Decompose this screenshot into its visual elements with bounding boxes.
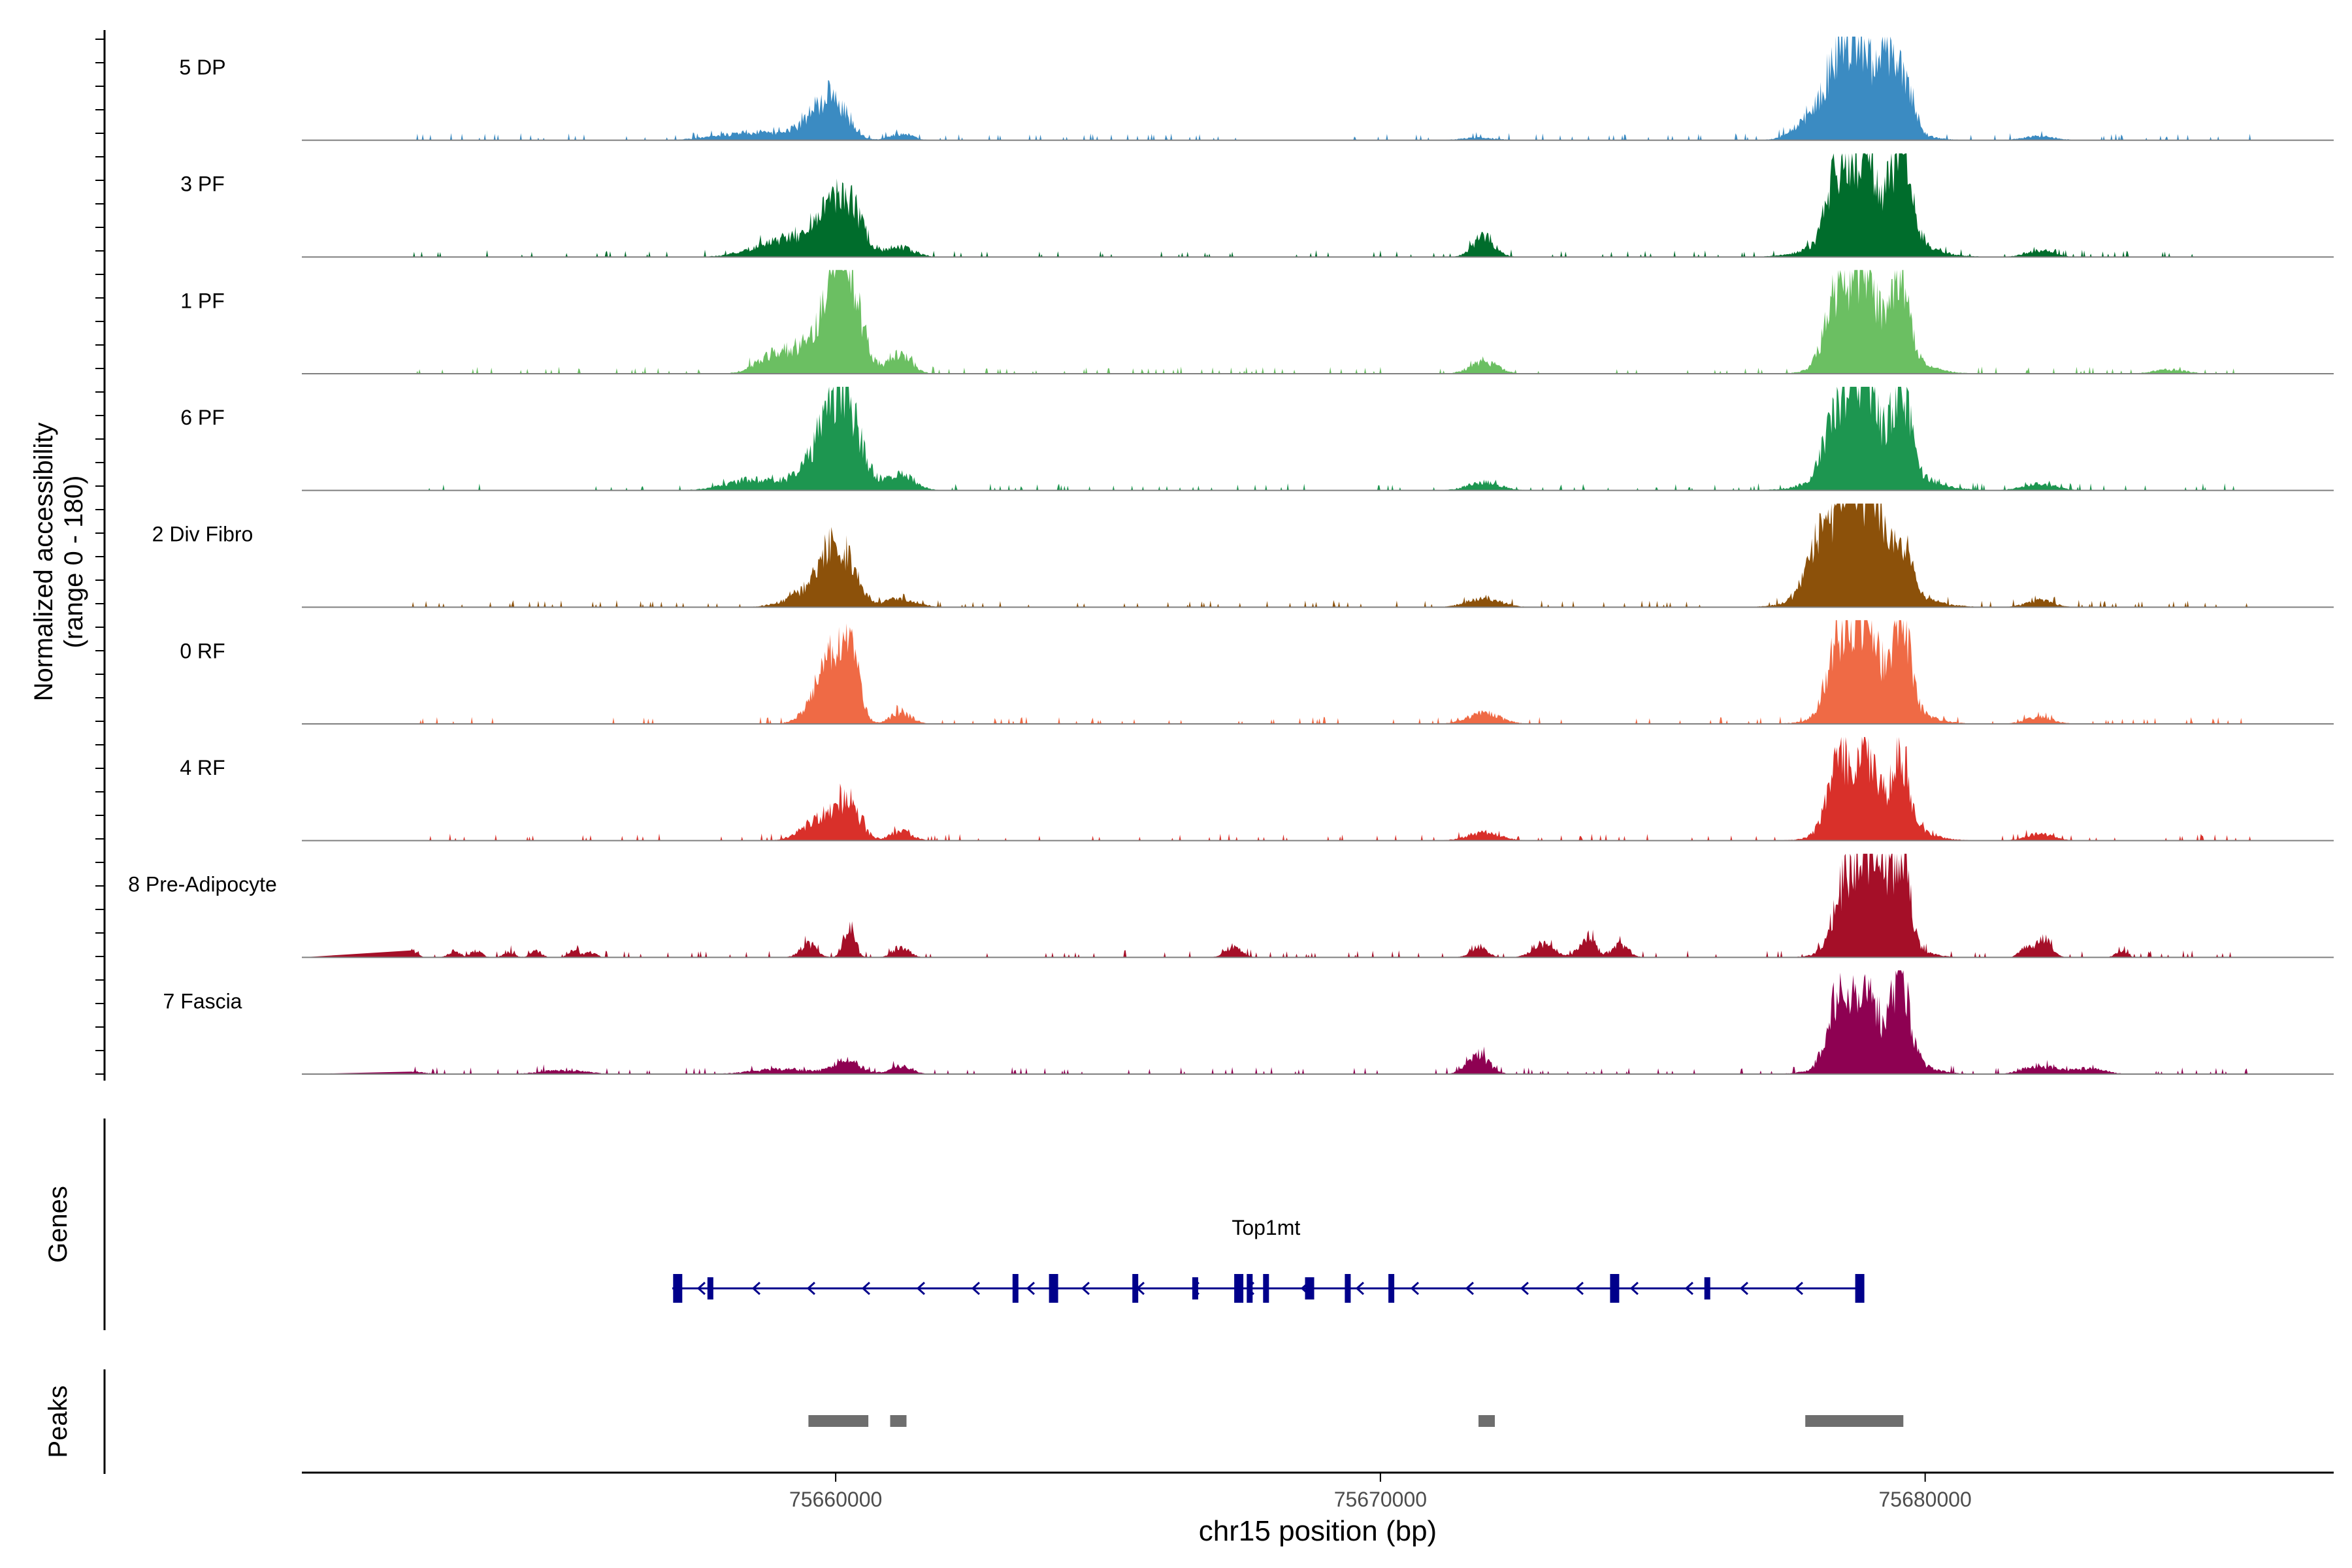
exon xyxy=(1610,1274,1620,1303)
track-label: 6 PF xyxy=(180,406,225,429)
exon xyxy=(1855,1274,1865,1303)
coverage-area xyxy=(302,153,2252,257)
strand-arrow xyxy=(1465,1281,1474,1296)
exon xyxy=(1192,1277,1198,1299)
coverage-area xyxy=(302,620,2252,724)
peaks-track-label: Peaks xyxy=(44,1385,73,1458)
peak-region xyxy=(1805,1415,1904,1427)
strand-arrow xyxy=(916,1281,925,1296)
exon xyxy=(1263,1274,1269,1303)
strand-arrow xyxy=(1410,1281,1419,1296)
x-axis-title: chr15 position (bp) xyxy=(1199,1515,1437,1547)
track-3-pf: 3 PF xyxy=(180,153,2334,258)
track-2-div-fibro: 2 Div Fibro xyxy=(152,503,2334,608)
coverage-area xyxy=(302,387,2252,491)
exon xyxy=(1305,1277,1315,1299)
strand-arrow xyxy=(1684,1281,1693,1296)
exon xyxy=(707,1277,713,1299)
track-4-rf: 4 RF xyxy=(180,737,2334,841)
track-label: 4 RF xyxy=(180,756,225,779)
track-1-pf: 1 PF xyxy=(180,270,2334,374)
track-0-rf: 0 RF xyxy=(180,620,2334,725)
exon xyxy=(1049,1274,1058,1303)
x-tick-label: 75670000 xyxy=(1334,1488,1427,1511)
strand-arrow xyxy=(806,1281,815,1296)
exon xyxy=(1388,1274,1395,1303)
y-axis-title: Normalized accessibility (range 0 - 180) xyxy=(29,423,88,702)
coverage-y-ticks xyxy=(95,39,105,1075)
strand-arrow xyxy=(1794,1281,1803,1296)
y-axis-title-line1: Normalized accessibility xyxy=(29,423,58,702)
track-label: 1 PF xyxy=(180,289,225,312)
genes-track-label: Genes xyxy=(44,1186,73,1263)
track-8-pre-adipocyte: 8 Pre-Adipocyte xyxy=(128,853,2334,958)
coverage-area xyxy=(302,503,2252,608)
track-6-pf: 6 PF xyxy=(180,387,2334,491)
track-label: 8 Pre-Adipocyte xyxy=(128,873,277,896)
y-axis-title-line2: (range 0 - 180) xyxy=(59,476,88,649)
coverage-area xyxy=(302,737,2252,841)
strand-arrow xyxy=(1081,1281,1090,1296)
exon xyxy=(1012,1274,1019,1303)
x-tick-label: 75660000 xyxy=(789,1488,882,1511)
exon xyxy=(1704,1277,1710,1299)
track-label: 5 DP xyxy=(179,56,225,79)
exon xyxy=(1132,1274,1139,1303)
strand-arrow xyxy=(1739,1281,1748,1296)
coverage-area xyxy=(302,853,2252,958)
exon xyxy=(1345,1274,1351,1303)
strand-arrow xyxy=(1520,1281,1529,1296)
track-label: 2 Div Fibro xyxy=(152,523,253,546)
coverage-tracks: 5 DP 3 PF 1 PF 6 PF 2 Div Fibro 0 RF 4 RF 8 Pre… xyxy=(128,37,2334,1075)
track-5-dp: 5 DP xyxy=(179,37,2334,141)
strand-arrow xyxy=(1026,1281,1035,1296)
coverage-area xyxy=(302,970,2252,1074)
strand-arrow xyxy=(971,1281,980,1296)
track-7-fascia: 7 Fascia xyxy=(163,970,2334,1075)
track-label: 7 Fascia xyxy=(163,989,242,1013)
x-tick-label: 75680000 xyxy=(1878,1488,1971,1511)
strand-arrow xyxy=(861,1281,870,1296)
peak-track xyxy=(808,1415,1904,1427)
exon xyxy=(1234,1274,1244,1303)
strand-arrow xyxy=(751,1281,760,1296)
coverage-area xyxy=(302,270,2252,374)
strand-arrow xyxy=(1629,1281,1639,1296)
gene-track: Top1mt xyxy=(672,1216,1865,1303)
strand-arrow xyxy=(696,1281,706,1296)
exon xyxy=(673,1274,683,1303)
strand-arrow xyxy=(1575,1281,1584,1296)
exon xyxy=(1247,1274,1253,1303)
track-label: 3 PF xyxy=(180,172,225,196)
strand-arrow xyxy=(1355,1281,1364,1296)
x-axis-ticks: 75660000 75670000 75680000 xyxy=(789,1473,1972,1511)
peak-region xyxy=(890,1415,907,1427)
coverage-area xyxy=(302,37,2252,140)
gene-label: Top1mt xyxy=(1232,1216,1300,1239)
track-label: 0 RF xyxy=(180,639,225,662)
peak-region xyxy=(1478,1415,1495,1427)
peak-region xyxy=(808,1415,869,1427)
